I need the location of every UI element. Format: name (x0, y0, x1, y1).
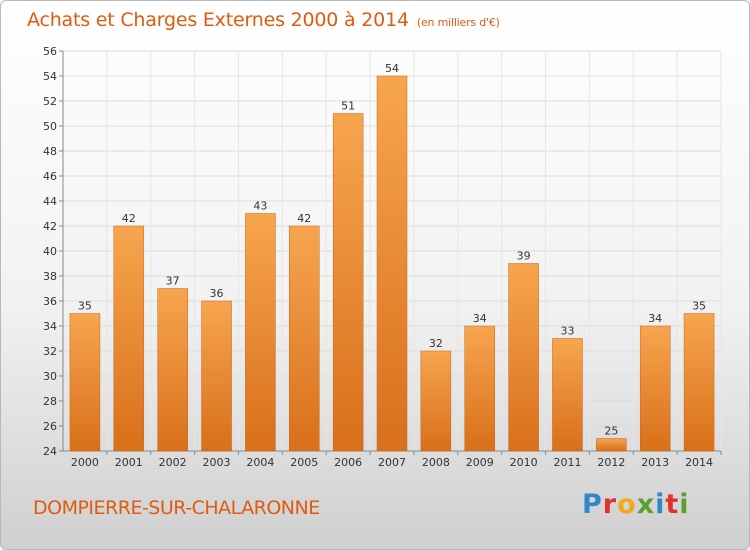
y-tick-label: 32 (43, 345, 57, 358)
bar-2012 (596, 438, 627, 452)
x-tick-label-2000: 2000 (71, 456, 99, 469)
bar-2000 (69, 313, 101, 452)
y-tick-label: 40 (43, 245, 57, 258)
bar-2013 (639, 325, 671, 452)
y-tick-label: 48 (43, 145, 57, 158)
bar-2008 (420, 350, 452, 452)
chart-title-text: Achats et Charges Externes 2000 à 2014 (27, 9, 409, 31)
bar-2014 (683, 313, 715, 452)
x-tick-label-2004: 2004 (246, 456, 274, 469)
bar-2011 (552, 338, 583, 452)
y-tick-label: 34 (43, 320, 57, 333)
data-label-2004: 43 (253, 200, 267, 213)
bar-2010 (508, 263, 539, 452)
bar-2007 (376, 75, 408, 452)
x-tick-label-2013: 2013 (641, 456, 669, 469)
y-tick-label: 36 (43, 295, 57, 308)
bar-2006 (332, 113, 364, 452)
data-label-2014: 35 (692, 300, 706, 313)
data-label-2011: 33 (560, 325, 574, 338)
data-label-2001: 42 (122, 212, 136, 225)
labels: 35 2000 42 2001 37 2002 36 2003 43 2004 42 2005 51 20… (71, 62, 713, 469)
data-label-2000: 35 (78, 300, 92, 313)
bar-2003 (201, 300, 232, 452)
data-label-2009: 34 (473, 312, 487, 325)
x-tick-label-2012: 2012 (597, 456, 625, 469)
data-label-2012: 25 (604, 425, 618, 438)
data-label-2013: 34 (648, 312, 662, 325)
bar-2009 (464, 325, 495, 452)
y-tick-label: 42 (43, 220, 57, 233)
y-tick-label: 50 (43, 120, 57, 133)
data-label-2007: 54 (385, 62, 399, 75)
x-tick-label-2008: 2008 (422, 456, 450, 469)
x-tick-label-2005: 2005 (290, 456, 318, 469)
data-label-2005: 42 (297, 212, 311, 225)
city-name: DOMPIERRE-SUR-CHALARONNE (33, 497, 320, 519)
data-label-2002: 37 (166, 275, 180, 288)
bar-2005 (289, 225, 320, 452)
data-label-2006: 51 (341, 100, 355, 113)
data-label-2008: 32 (429, 337, 443, 350)
y-tick-label: 30 (43, 370, 57, 383)
proxiti-logo: Proxiti (582, 489, 690, 520)
bar-2004 (245, 213, 276, 452)
bars (69, 75, 715, 452)
chart-subtitle: (en milliers d'€) (416, 16, 500, 29)
data-label-2003: 36 (210, 287, 224, 300)
x-tick-label-2007: 2007 (378, 456, 406, 469)
y-tick-label: 46 (43, 170, 57, 183)
bar-2001 (113, 225, 145, 452)
y-tick-label: 52 (43, 95, 57, 108)
x-tick-label-2010: 2010 (510, 456, 538, 469)
y-tick-label: 54 (43, 70, 57, 83)
y-tick-label: 44 (43, 195, 57, 208)
x-tick-label-2009: 2009 (466, 456, 494, 469)
x-tick-label-2001: 2001 (115, 456, 143, 469)
x-tick-label-2011: 2011 (553, 456, 581, 469)
y-tick-label: 26 (43, 420, 57, 433)
x-tick-label-2003: 2003 (203, 456, 231, 469)
y-tick-label: 38 (43, 270, 57, 283)
y-tick-label: 56 (43, 45, 57, 58)
chart-title: Achats et Charges Externes 2000 à 2014 (e… (27, 9, 500, 31)
x-tick-label-2014: 2014 (685, 456, 713, 469)
x-tick-label-2002: 2002 (159, 456, 187, 469)
bar-2002 (157, 288, 188, 452)
y-tick-label: 24 (43, 445, 57, 458)
x-tick-label-2006: 2006 (334, 456, 362, 469)
y-tick-label: 28 (43, 395, 57, 408)
data-label-2010: 39 (517, 250, 531, 263)
